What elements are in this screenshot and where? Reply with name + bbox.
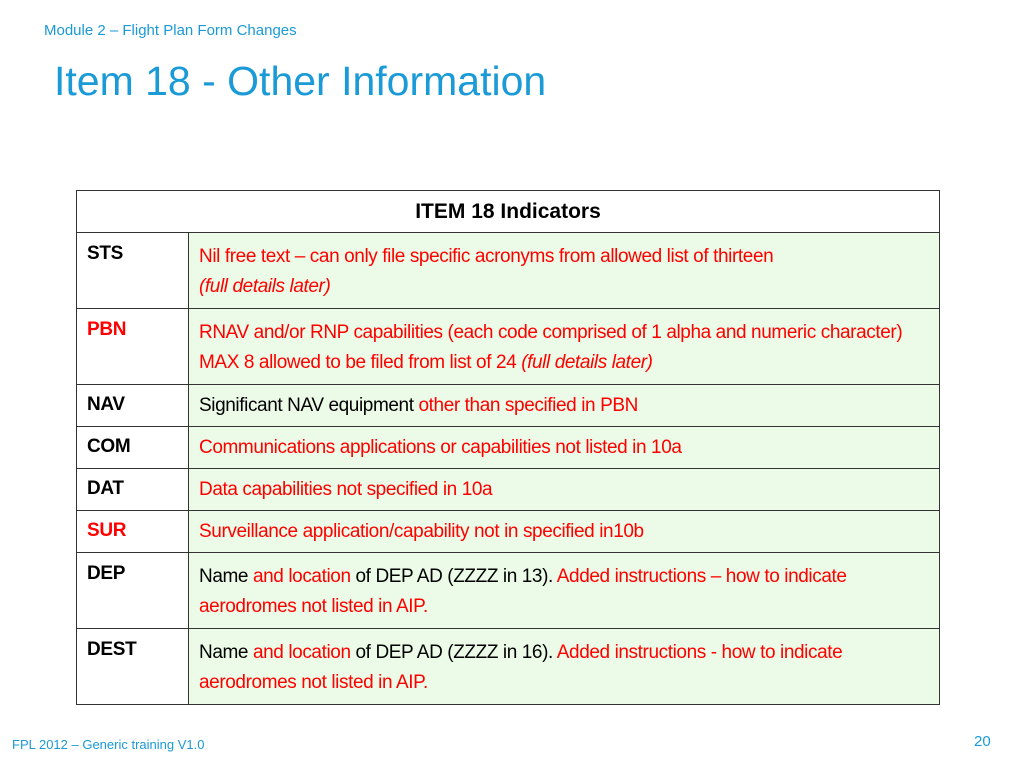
indicator-code: DEST xyxy=(76,628,189,705)
description-note: (full details later) xyxy=(521,352,653,373)
description-text: Significant NAV equipment xyxy=(199,395,419,416)
description-text: RNAV and/or RNP capabilities (each code … xyxy=(199,322,903,373)
table-row-dat: DAT Data capabilities not specified in 1… xyxy=(76,468,940,511)
indicator-description: Data capabilities not specified in 10a xyxy=(188,468,940,511)
table-row-pbn: PBN RNAV and/or RNP capabilities (each c… xyxy=(76,308,940,385)
description-text: of DEP AD (ZZZZ in 16). xyxy=(350,642,557,663)
indicator-description: Communications applications or capabilit… xyxy=(188,426,940,469)
description-text: Nil free text – can only file specific a… xyxy=(199,246,774,267)
table-header-row: ITEM 18 Indicators xyxy=(76,190,940,233)
table-row-dest: DEST Name and location of DEP AD (ZZZZ i… xyxy=(76,628,940,705)
description-emphasis: other than specified in PBN xyxy=(418,395,638,416)
indicator-description: Nil free text – can only file specific a… xyxy=(188,232,940,309)
indicator-code: PBN xyxy=(76,308,189,385)
description-emphasis: and location xyxy=(252,566,351,587)
indicator-code: SUR xyxy=(76,510,189,553)
page-title: Item 18 - Other Information xyxy=(54,58,547,104)
indicator-description: RNAV and/or RNP capabilities (each code … xyxy=(188,308,940,385)
table-row-dep: DEP Name and location of DEP AD (ZZZZ in… xyxy=(76,552,940,629)
table-row-sts: STS Nil free text – can only file specif… xyxy=(76,232,940,309)
description-text: of DEP AD (ZZZZ in 13). xyxy=(350,566,557,587)
table-row-sur: SUR Surveillance application/capability … xyxy=(76,510,940,553)
description-text: Name xyxy=(199,642,253,663)
description-emphasis: Added instructions – how to indicate aer… xyxy=(199,566,847,617)
item18-indicators-table: ITEM 18 Indicators STS Nil free text – c… xyxy=(76,190,940,705)
indicator-description: Surveillance application/capability not … xyxy=(188,510,940,553)
indicator-code: NAV xyxy=(76,384,189,427)
description-note: (full details later) xyxy=(199,276,331,297)
table-body: STS Nil free text – can only file specif… xyxy=(76,232,940,705)
indicator-code: STS xyxy=(76,232,189,309)
description-text: Surveillance application/capability not … xyxy=(199,521,644,542)
indicator-description: Significant NAV equipment other than spe… xyxy=(188,384,940,427)
description-emphasis: Added instructions - how to indicate aer… xyxy=(199,642,843,693)
indicator-description: Name and location of DEP AD (ZZZZ in 16)… xyxy=(188,628,940,705)
page-number: 20 xyxy=(974,733,991,750)
description-text: Data capabilities not specified in 10a xyxy=(199,479,493,500)
indicator-code: DEP xyxy=(76,552,189,629)
table-row-com: COM Communications applications or capab… xyxy=(76,426,940,469)
indicator-code: DAT xyxy=(76,468,189,511)
table-row-nav: NAV Significant NAV equipment other than… xyxy=(76,384,940,427)
indicator-code: COM xyxy=(76,426,189,469)
footer-text: FPL 2012 – Generic training V1.0 xyxy=(12,737,205,752)
description-text: Communications applications or capabilit… xyxy=(199,437,682,458)
indicator-description: Name and location of DEP AD (ZZZZ in 13)… xyxy=(188,552,940,629)
description-emphasis: and location xyxy=(252,642,351,663)
module-label: Module 2 – Flight Plan Form Changes xyxy=(44,22,297,39)
description-text: Name xyxy=(199,566,253,587)
table-heading: ITEM 18 Indicators xyxy=(76,190,940,233)
